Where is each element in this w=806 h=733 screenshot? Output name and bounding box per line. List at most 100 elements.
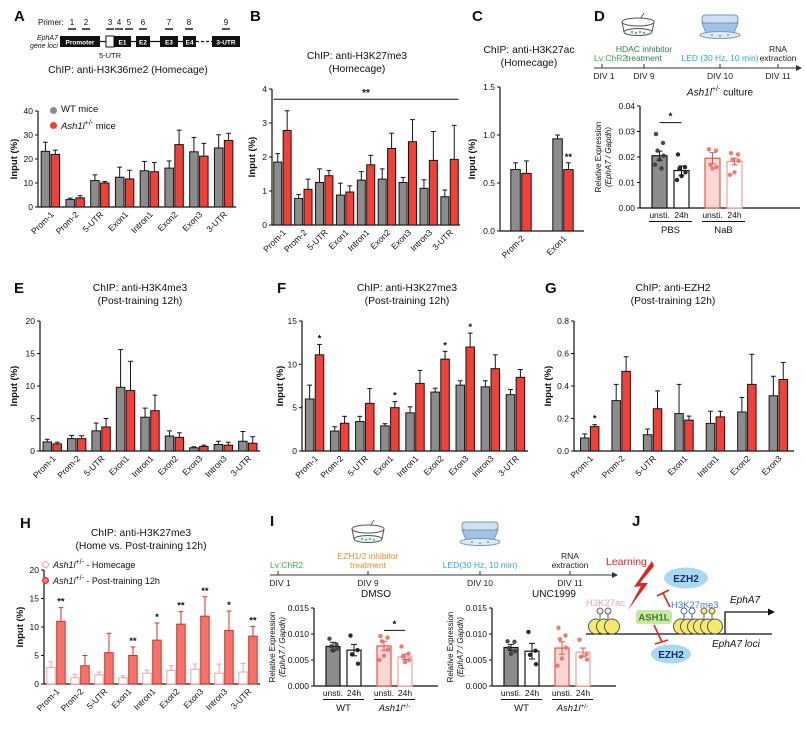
svg-text:24h: 24h — [347, 688, 361, 698]
svg-text:**: ** — [57, 596, 65, 607]
svg-text:Intron1: Intron1 — [130, 453, 156, 479]
panel-d-chart-title: Ash1l+/- culture — [686, 86, 754, 99]
svg-text:3-UTR: 3-UTR — [228, 453, 253, 478]
svg-text:E4: E4 — [186, 40, 194, 47]
ash1l-legend-label: Ash1l+/- mice — [61, 119, 116, 133]
panel-h-title: ChIP: anti-H3K27me3 (Home vs. Post-traini… — [75, 528, 207, 553]
svg-text:*: * — [393, 390, 397, 401]
primer-5: 5 — [127, 18, 132, 27]
nucleosome-group-right — [693, 607, 723, 635]
svg-text:(EphA7 / Gapdh): (EphA7 / Gapdh) — [604, 127, 613, 187]
transcription-arrowhead — [768, 608, 775, 616]
ash1l-legend-marker — [50, 121, 57, 129]
svg-text:Exon3: Exon3 — [760, 453, 784, 477]
panel-b-title: ChIP: anti-H3K27me3 (Homecage) — [306, 51, 408, 76]
svg-text:0.01: 0.01 — [618, 178, 635, 188]
svg-text:3-UTR: 3-UTR — [496, 453, 521, 478]
svg-text:Relative Expression: Relative Expression — [268, 612, 277, 683]
svg-text:(EphA7 / Gapdh): (EphA7 / Gapdh) — [456, 617, 465, 677]
svg-text:5-UTR: 5-UTR — [82, 453, 107, 478]
primer-9: 9 — [224, 18, 229, 27]
svg-text:5-UTR: 5-UTR — [81, 210, 106, 235]
timeline-arrowhead — [612, 572, 618, 578]
svg-text:24h: 24h — [727, 210, 741, 220]
svg-text:Intron1: Intron1 — [695, 453, 721, 479]
ezh2-top-label: EZH2 — [673, 574, 699, 585]
svg-text:0.000: 0.000 — [288, 681, 310, 691]
svg-text:Exon1: Exon1 — [107, 453, 131, 477]
svg-text:0.015: 0.015 — [466, 603, 488, 613]
chart-h3k27me3-homecage: 0 1 2 3 4 Input (%) Prom-1 Prom-2 5-UTR Exon1 Intr… — [246, 79, 468, 282]
ezh-inhibitor-label-1: EZH1/2 inhibitor — [338, 551, 399, 561]
svg-text:5-UTR: 5-UTR — [633, 453, 658, 478]
chart-epha7-expression-dmso: 0.000 0.005 0.010 0.015 Relative Expression(… — [266, 600, 444, 733]
panel-g: G ChIP: anti-EZH2 (Post-training 12h) 0.0… — [542, 280, 804, 506]
svg-text:0.000: 0.000 — [466, 681, 488, 691]
svg-text:Input (%): Input (%) — [467, 138, 478, 179]
inhibition-arrow-bottom — [653, 624, 669, 645]
homecage-legend-marker — [42, 560, 49, 568]
svg-text:unsti.: unsti. — [552, 688, 572, 698]
svg-text:unsti.: unsti. — [501, 688, 521, 698]
svg-text:unsti.: unsti. — [702, 210, 722, 220]
svg-text:0.8: 0.8 — [557, 316, 569, 326]
svg-text:0: 0 — [34, 679, 39, 689]
svg-text:3-UTR: 3-UTR — [430, 227, 455, 252]
chart-h3k27me3-posttraining: 0 5 10 15 Input (%) Prom-1 * Prom-2 5-UTR Exon1 * I… — [274, 311, 540, 506]
promoter-box — [60, 36, 100, 47]
svg-text:Intron3: Intron3 — [470, 453, 496, 479]
lv-chr2-label: Lv:ChR2 — [270, 560, 303, 570]
panel-h-legend: Ash1l+/- - Homecage Ash1l+/- - Post-trai… — [42, 556, 160, 589]
wt-legend-label: WT mice — [61, 104, 99, 116]
svg-text:*: * — [155, 612, 159, 623]
dmso-title: DMSO — [361, 589, 391, 600]
svg-text:Ash1l+/-: Ash1l+/- — [378, 703, 411, 714]
svg-text:0.5: 0.5 — [483, 178, 495, 188]
svg-text:**: ** — [201, 586, 209, 597]
rna-label-1: RNA — [769, 44, 787, 54]
svg-text:unsti.: unsti. — [374, 688, 394, 698]
svg-text:Prom-1: Prom-1 — [29, 210, 56, 237]
svg-text:0: 0 — [262, 220, 267, 230]
panel-a-legend: WT mice Ash1l+/- mice — [50, 103, 116, 133]
svg-text:10: 10 — [288, 359, 298, 369]
svg-text:0: 0 — [28, 202, 33, 212]
svg-text:0.03: 0.03 — [618, 127, 635, 137]
svg-text:0.005: 0.005 — [466, 655, 488, 665]
svg-text:Exon1: Exon1 — [109, 686, 133, 710]
svg-text:0.2: 0.2 — [557, 413, 569, 423]
svg-text:Intron1: Intron1 — [395, 453, 421, 479]
svg-text:Prom-2: Prom-2 — [282, 227, 309, 254]
svg-text:E2: E2 — [139, 40, 147, 47]
primer-4: 4 — [117, 18, 122, 27]
svg-text:Intron1: Intron1 — [132, 686, 158, 712]
ezh2-bottom-oval — [651, 644, 691, 664]
primer-7: 7 — [167, 18, 172, 27]
panel-i-timeline: Lv:ChR2 EZH1/2 inhibitor treatment LED(3… — [269, 519, 618, 588]
svg-text:DIV 1: DIV 1 — [269, 578, 291, 588]
panel-h-letter: H — [20, 515, 31, 532]
svg-text:40: 40 — [24, 106, 34, 116]
svg-text:Exon2: Exon2 — [156, 453, 180, 477]
cultD-svg: 0.00 0.01 0.02 0.03 0.04 Relative Expression(… — [594, 101, 800, 236]
svg-text:24h: 24h — [576, 688, 590, 698]
svg-text:20: 20 — [24, 154, 34, 164]
learning-label: Learning — [606, 556, 647, 568]
svg-text:Input (%): Input (%) — [275, 365, 286, 406]
svg-text:Input (%): Input (%) — [9, 365, 20, 406]
svg-text:**: ** — [565, 152, 573, 163]
panel-i: I Lv:ChR2 EZH1/2 inhibitor treatment LED… — [266, 513, 624, 733]
svg-text:DIV 11: DIV 11 — [557, 578, 583, 588]
chart-h3k27ac-homecage: 0.0 0.5 1.0 1.5 Input (%) Prom-2 Exon1 ** — [466, 73, 592, 282]
utr5-label: 5-UTR — [99, 51, 122, 60]
homecage-legend-label: Ash1l+/- - Homecage — [53, 558, 136, 570]
timeline-axis — [270, 571, 612, 576]
svg-text:Exon2: Exon2 — [728, 453, 752, 477]
panel-e: E ChIP: anti-H3K4me3 (Post-training 12h) … — [8, 280, 272, 506]
svg-text:Prom-2: Prom-2 — [318, 453, 345, 480]
panel-f-letter: F — [277, 280, 287, 297]
exon3-box — [160, 36, 178, 47]
svg-text:3: 3 — [262, 118, 267, 128]
